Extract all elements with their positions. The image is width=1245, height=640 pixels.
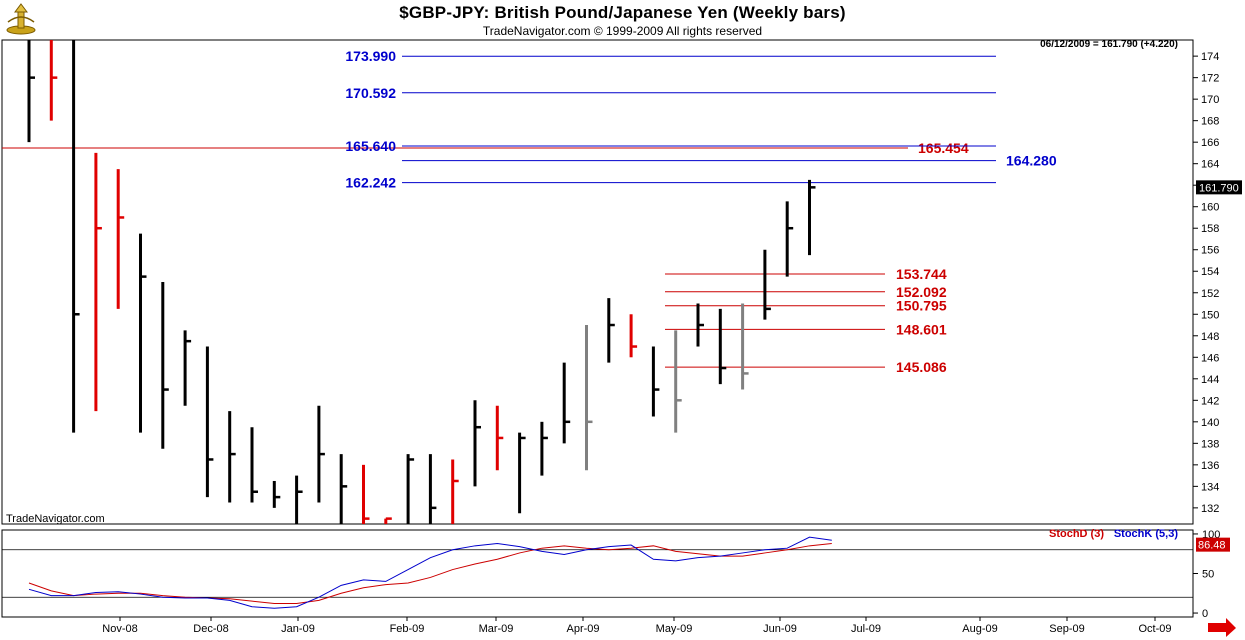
- y-tick-label: 166: [1201, 137, 1219, 149]
- y-tick-label: 152: [1201, 288, 1219, 300]
- y-tick-label: 134: [1201, 481, 1219, 493]
- level-label-blue: 170.592: [345, 85, 396, 101]
- stoch-series-stochd: [28, 542, 832, 605]
- x-tick-label: Sep-09: [1049, 623, 1084, 635]
- legend-stochd: StochD (3): [1049, 528, 1104, 540]
- x-tick-label: Dec-08: [193, 623, 228, 635]
- x-tick-label: May-09: [656, 623, 693, 635]
- x-tick-label: Jan-09: [281, 623, 315, 635]
- y-tick-label: 170: [1201, 94, 1219, 106]
- x-axis: Nov-08 Dec-08 Jan-09 Feb-09 Mar-09 Apr-09 May-…: [102, 617, 1172, 635]
- y-tick-label: 160: [1201, 202, 1219, 214]
- stoch-y-tick-label: 50: [1202, 569, 1214, 581]
- y-tick-label: 148: [1201, 331, 1219, 343]
- y-tick-label: 136: [1201, 460, 1219, 472]
- y-tick-label: 168: [1201, 116, 1219, 128]
- y-tick-label: 158: [1201, 223, 1219, 235]
- y-tick-label: 156: [1201, 245, 1219, 257]
- watermark: TradeNavigator.com: [6, 513, 105, 525]
- y-tick-label: 150: [1201, 309, 1219, 321]
- chart-subtitle: TradeNavigator.com © 1999-2009 All right…: [482, 24, 763, 38]
- level-label-red: 152.092: [896, 284, 947, 300]
- y-tick-label: 138: [1201, 438, 1219, 450]
- price-frame: [1, 39, 1194, 525]
- scroll-right-arrow[interactable]: [1208, 618, 1236, 637]
- stoch-y-tick-label: 0: [1202, 608, 1208, 620]
- level-label-red: 150.795: [896, 298, 947, 314]
- level-label-blue: 165.640: [345, 138, 396, 154]
- legend-stochk: StochK (5,3): [1114, 528, 1179, 540]
- x-tick-label: Apr-09: [566, 623, 599, 635]
- stoch-value-label: 86.48: [1198, 540, 1226, 552]
- x-tick-label: Jul-09: [851, 623, 881, 635]
- level-label-blue: 162.242: [345, 175, 396, 191]
- level-label-red: 148.601: [896, 321, 947, 337]
- trade-navigator-logo-icon: [6, 3, 36, 35]
- stoch-value-box: [1196, 537, 1230, 552]
- x-tick-label: Mar-09: [479, 623, 514, 635]
- y-tick-label: 164: [1201, 159, 1219, 171]
- stoch-series-stochk: [28, 536, 832, 609]
- x-tick-label: Oct-09: [1138, 623, 1171, 635]
- y-tick-label: 172: [1201, 73, 1219, 85]
- level-label-red: 145.086: [896, 359, 947, 375]
- last-price-box: [1196, 180, 1242, 195]
- level-label-red: 165.454: [918, 140, 969, 156]
- stoch-frame: [1, 529, 1194, 618]
- y-tick-label: 174: [1201, 51, 1219, 63]
- y-tick-label: 154: [1201, 266, 1219, 278]
- price-panel: 132 134 136 138 140 142 144 146 148 150 152 154 156 1…: [1, 39, 1242, 525]
- y-tick-label: 144: [1201, 374, 1219, 386]
- arrow-right-icon[interactable]: [1208, 618, 1236, 637]
- legend: StochD (3) StochK (5,3): [1049, 528, 1178, 540]
- level-label-red: 153.744: [896, 266, 947, 282]
- last-price-label: 161.790: [1199, 182, 1239, 194]
- title-block: $GBP-JPY: British Pound/Japanese Yen (We…: [0, 0, 1245, 40]
- y-tick-label: 142: [1201, 395, 1219, 407]
- x-tick-label: Feb-09: [390, 623, 425, 635]
- level-label-blue: 164.280: [1006, 153, 1057, 169]
- x-tick-label: Aug-09: [962, 623, 997, 635]
- chart-title: $GBP-JPY: British Pound/Japanese Yen (We…: [399, 3, 846, 22]
- x-tick-label: Jun-09: [763, 623, 797, 635]
- info-line: 06/12/2009 = 161.790 (+4.220): [1040, 39, 1178, 50]
- y-tick-label: 132: [1201, 503, 1219, 515]
- level-label-blue: 173.990: [345, 48, 396, 64]
- y-tick-label: 146: [1201, 352, 1219, 364]
- x-tick-label: Nov-08: [102, 623, 137, 635]
- y-tick-label: 140: [1201, 417, 1219, 429]
